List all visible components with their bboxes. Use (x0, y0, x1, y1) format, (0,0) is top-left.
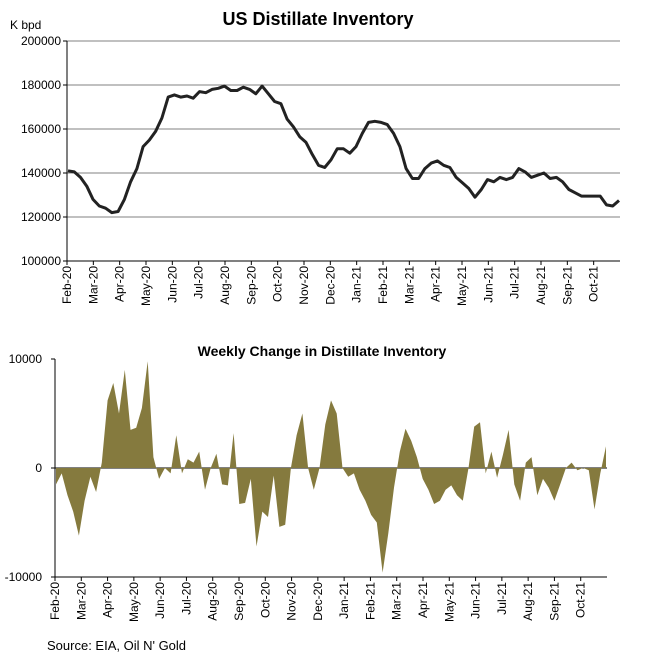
chart2-x-tick-label: Sep-21 (547, 582, 561, 621)
chart1-gridlines (67, 40, 620, 218)
chart1-x-tick-label: Oct-20 (271, 266, 285, 302)
chart1-y-tick-label: 120000 (21, 210, 61, 224)
chart1-x-tick-label: Feb-20 (60, 266, 74, 304)
chart1-x-tick-label: Jan-21 (350, 266, 364, 303)
chart2-x-tick-label: May-21 (442, 582, 456, 622)
chart1-axes (63, 40, 620, 265)
chart1-x-tick-label: Mar-20 (86, 266, 100, 304)
chart1-x-ticks: Feb-20 Mar-20 Apr-20 May-20 Jun-20 Jul-20 Aug-… (60, 266, 601, 306)
chart2-x-tick-label: Jul-20 (179, 582, 193, 615)
chart2-x-tick-label: Apr-21 (416, 582, 430, 618)
chart1-y-axis-label: K bpd (10, 18, 41, 32)
chart2-x-tick-label: Mar-20 (74, 582, 88, 620)
line-chart-distillate-inventory: US Distillate Inventory K bpd 100000 1200… (10, 9, 620, 306)
chart1-x-tick-label: Sep-21 (560, 266, 574, 305)
chart2-y-tick-label: 10000 (9, 352, 43, 366)
chart2-y-tick-label: -10000 (5, 570, 43, 584)
chart1-x-tick-label: Dec-20 (323, 266, 337, 305)
chart1-y-ticks: 100000 120000 140000 160000 180000 200000 (21, 34, 61, 268)
chart2-x-tick-label: Apr-20 (101, 582, 115, 618)
chart1-x-tick-label: Feb-21 (376, 266, 390, 304)
chart1-y-tick-label: 140000 (21, 166, 61, 180)
chart1-x-tick-label: Nov-20 (297, 266, 311, 305)
chart2-x-tick-label: Jan-21 (337, 582, 351, 619)
source-note: Source: EIA, Oil N' Gold (47, 638, 187, 653)
chart2-x-tick-label: May-20 (127, 582, 141, 622)
chart2-x-tick-label: Feb-20 (48, 582, 62, 620)
chart1-x-tick-label: May-20 (139, 266, 153, 306)
chart2-x-tick-label: Sep-20 (232, 582, 246, 621)
chart1-y-tick-label: 200000 (21, 34, 61, 48)
chart2-y-ticks: -10000 0 10000 (5, 352, 43, 584)
chart2-x-tick-label: Aug-20 (206, 582, 220, 621)
chart1-x-tick-label: Jul-21 (508, 266, 522, 299)
chart2-axes (51, 358, 607, 581)
chart1-series-line (67, 84, 620, 215)
chart2-x-tick-label: Mar-21 (390, 582, 404, 620)
chart2-y-tick-label: 0 (35, 461, 42, 475)
chart2-x-tick-label: Feb-21 (363, 582, 377, 620)
chart1-y-tick-label: 100000 (21, 254, 61, 268)
chart2-series-area (56, 361, 606, 573)
chart2-x-tick-label: Dec-20 (311, 582, 325, 621)
chart1-x-tick-label: Sep-20 (244, 266, 258, 305)
chart1-series (67, 84, 620, 215)
chart1-x-tick-label: Jun-20 (165, 266, 179, 303)
chart2-title: Weekly Change in Distillate Inventory (198, 343, 447, 359)
chart2-x-tick-label: Nov-20 (285, 582, 299, 621)
chart2-x-tick-label: Oct-21 (574, 582, 588, 618)
chart1-x-tick-label: Oct-21 (587, 266, 601, 302)
chart1-x-tick-label: Aug-20 (218, 266, 232, 305)
chart1-x-tick-label: Jul-20 (192, 266, 206, 299)
chart1-y-tick-label: 180000 (21, 78, 61, 92)
chart1-y-tick-label: 160000 (21, 122, 61, 136)
chart1-x-tick-label: May-21 (455, 266, 469, 306)
chart1-x-tick-label: Jun-21 (481, 266, 495, 303)
chart2-x-tick-label: Aug-21 (521, 582, 535, 621)
chart2-x-tick-label: Oct-20 (258, 582, 272, 618)
chart1-title: US Distillate Inventory (222, 9, 413, 29)
chart1-x-tick-label: Mar-21 (402, 266, 416, 304)
chart2-x-ticks: Feb-20 Mar-20 Apr-20 May-20 Jun-20 Jul-20 Aug-… (48, 582, 588, 622)
chart1-x-tick-label: Apr-21 (429, 266, 443, 302)
chart2-x-tick-label: Jun-20 (153, 582, 167, 619)
chart2-x-tick-label: Jul-21 (495, 582, 509, 615)
chart2-x-tick-label: Jun-21 (469, 582, 483, 619)
chart2-series (56, 361, 606, 573)
chart1-x-tick-label: Aug-21 (534, 266, 548, 305)
chart1-x-tick-label: Apr-20 (113, 266, 127, 302)
